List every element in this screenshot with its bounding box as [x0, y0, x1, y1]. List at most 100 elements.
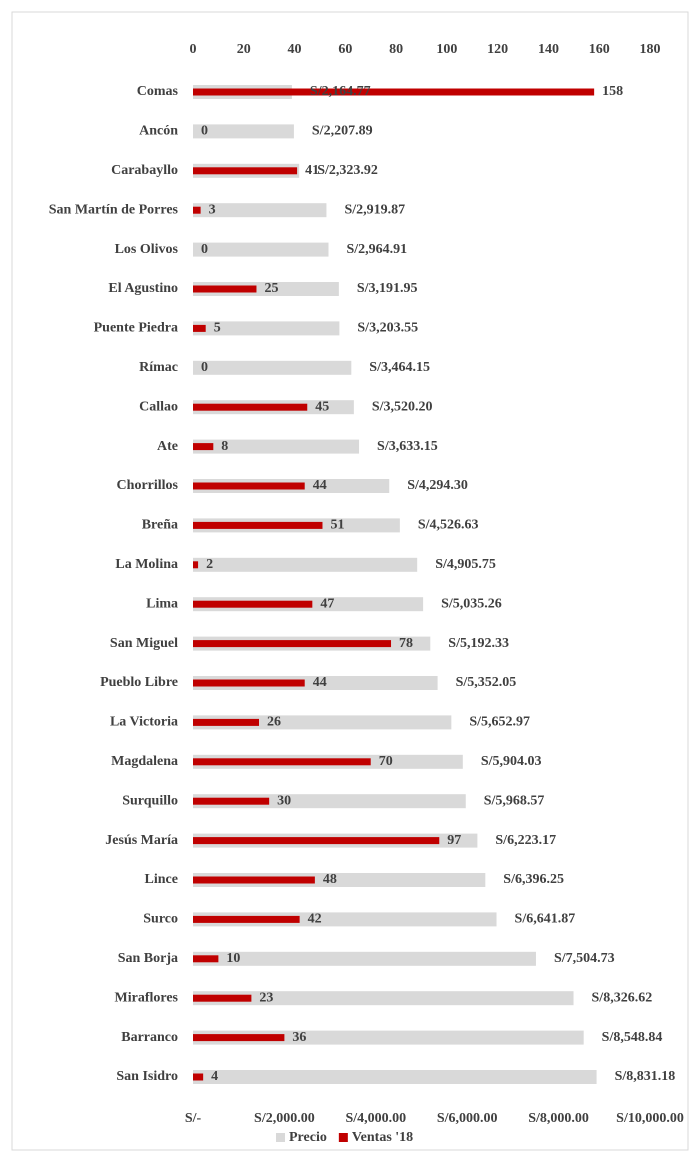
- legend-swatch: [276, 1133, 285, 1142]
- bar: [193, 321, 340, 336]
- x-tick-label: 20: [237, 42, 251, 57]
- y-tick-label: San Borja: [118, 951, 178, 966]
- y-tick-label: Rímac: [139, 360, 178, 375]
- y-tick-label: Lince: [145, 872, 178, 887]
- y-tick-label: Comas: [137, 84, 179, 99]
- y-tick-label: Carabayllo: [111, 163, 178, 178]
- x-tick-label: 100: [436, 42, 457, 57]
- data-label: S/4,526.63: [418, 518, 479, 533]
- data-label: S/3,191.95: [357, 281, 418, 296]
- bar: [193, 439, 360, 454]
- data-label: S/8,548.84: [602, 1030, 663, 1045]
- x2-tick-label: S/4,000.00: [345, 1111, 406, 1126]
- data-label: 5: [214, 321, 221, 336]
- bar: [193, 1034, 285, 1042]
- legend-label: Precio: [289, 1130, 327, 1145]
- data-label: 0: [201, 242, 208, 257]
- x-tick-label: 80: [389, 42, 403, 57]
- bar: [193, 124, 294, 139]
- bar: [193, 521, 323, 529]
- bar: [193, 876, 315, 884]
- y-tick-label: Surco: [143, 912, 178, 927]
- data-label: S/5,352.05: [456, 675, 517, 690]
- y-tick-label: San Martín de Porres: [49, 202, 179, 217]
- bar: [193, 324, 206, 332]
- data-label: 4: [211, 1069, 218, 1084]
- data-label: S/6,223.17: [495, 833, 556, 848]
- bar: [193, 557, 418, 572]
- data-label: 44: [313, 675, 327, 690]
- bar: [193, 167, 298, 175]
- bar: [193, 1030, 584, 1045]
- data-label: 44: [313, 478, 327, 493]
- data-label: 8: [221, 439, 228, 454]
- data-label: 47: [320, 596, 334, 611]
- data-label: 10: [226, 951, 240, 966]
- data-label: 70: [379, 754, 393, 769]
- data-label: S/5,652.97: [469, 715, 530, 730]
- data-label: 42: [308, 912, 322, 927]
- data-label: 97: [447, 833, 461, 848]
- data-label: 0: [201, 360, 208, 375]
- data-label: 25: [264, 281, 278, 296]
- data-label: S/7,504.73: [554, 951, 615, 966]
- bar: [193, 206, 201, 214]
- y-tick-label: La Victoria: [110, 715, 178, 730]
- y-tick-label: Chorrillos: [117, 478, 179, 493]
- data-label: 45: [315, 399, 329, 414]
- x-tick-label: 140: [538, 42, 559, 57]
- data-label: S/3,203.55: [357, 321, 418, 336]
- bar: [193, 443, 214, 451]
- bar: [193, 482, 305, 490]
- data-label: 51: [330, 518, 344, 533]
- data-label: S/5,192.33: [448, 636, 509, 651]
- data-label: S/2,919.87: [344, 202, 405, 217]
- data-label: 23: [259, 990, 273, 1005]
- bar: [193, 242, 329, 257]
- data-label: 41: [305, 163, 319, 178]
- data-label: 78: [399, 636, 413, 651]
- x-tick-label: 0: [190, 42, 197, 57]
- y-tick-label: San Isidro: [116, 1069, 178, 1084]
- y-tick-label: Los Olivos: [115, 242, 179, 257]
- data-label: S/6,396.25: [503, 872, 564, 887]
- bar: [193, 600, 313, 608]
- y-tick-label: El Agustino: [108, 281, 178, 296]
- x-tick-label: 180: [640, 42, 661, 57]
- bar: [193, 955, 219, 963]
- bar: [193, 758, 371, 766]
- x2-tick-label: S/10,000.00: [616, 1111, 684, 1126]
- data-label: 30: [277, 793, 291, 808]
- data-label: 26: [267, 715, 281, 730]
- data-label: 2: [206, 557, 213, 572]
- data-label: S/2,323.92: [317, 163, 378, 178]
- data-label: S/5,904.03: [481, 754, 542, 769]
- x2-tick-label: S/2,000.00: [254, 1111, 315, 1126]
- bar: [193, 797, 270, 805]
- data-label: 3: [209, 202, 216, 217]
- y-tick-label: Callao: [139, 399, 178, 414]
- y-tick-label: Pueblo Libre: [100, 675, 178, 690]
- data-label: S/5,035.26: [441, 596, 502, 611]
- x-tick-label: 160: [589, 42, 610, 57]
- legend-swatch: [338, 1133, 348, 1142]
- bar: [193, 403, 308, 411]
- bar: [193, 640, 392, 648]
- bar: [193, 561, 199, 569]
- x-tick-label: 60: [338, 42, 352, 57]
- bar: [193, 951, 536, 966]
- y-tick-label: Ate: [157, 439, 178, 454]
- bar: [193, 285, 257, 293]
- y-tick-label: Lima: [146, 596, 178, 611]
- y-tick-label: Ancón: [139, 124, 178, 139]
- y-tick-label: San Miguel: [110, 636, 178, 651]
- bar: [193, 1073, 204, 1081]
- y-tick-label: Barranco: [121, 1030, 178, 1045]
- x2-tick-label: S/6,000.00: [437, 1111, 498, 1126]
- bar: [193, 360, 352, 375]
- y-tick-label: Surquillo: [122, 793, 178, 808]
- data-label: S/3,633.15: [377, 439, 438, 454]
- data-label: S/8,831.18: [615, 1069, 676, 1084]
- data-label: 158: [602, 84, 623, 99]
